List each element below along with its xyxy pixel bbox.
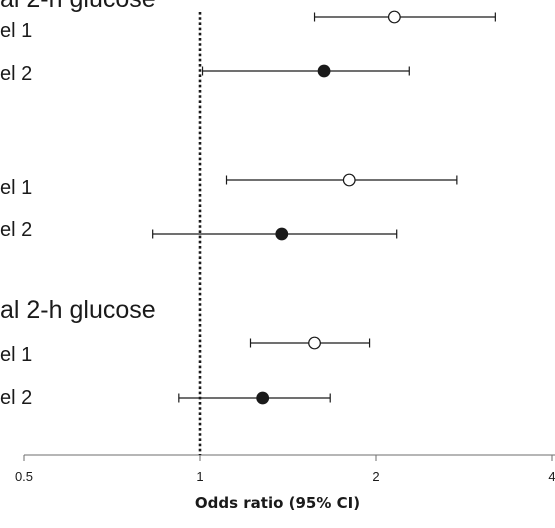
group-1-row-2-estimate-point	[317, 64, 331, 78]
group-2-row-2-estimate-point	[275, 227, 289, 241]
group-3-model-1-label: el 1	[0, 344, 32, 366]
group-1-model-2-label: el 2	[0, 63, 32, 85]
x-tick-label-1: 1	[196, 469, 203, 484]
group-3-row-2-estimate-point	[256, 391, 270, 405]
group-1-model-1-label: el 1	[0, 20, 32, 42]
group-2-row-1-estimate-point	[342, 173, 356, 187]
x-tick-label-0.5: 0.5	[15, 469, 33, 484]
group-3-model-2-label: el 2	[0, 387, 32, 409]
group-3-title: al 2-h glucose	[0, 296, 156, 324]
group-3-row-1-estimate-point	[308, 336, 321, 350]
group-2-model-2-label: el 2	[0, 219, 32, 241]
group-2-model-1-label: el 1	[0, 177, 32, 199]
x-tick-label-2: 2	[372, 469, 379, 484]
group-1-title: al 2-h glucose	[0, 0, 156, 13]
x-tick-label-4: 4	[548, 469, 555, 484]
group-1-row-1-estimate-point	[387, 10, 401, 24]
x-axis-title: Odds ratio (95% CI)	[194, 494, 361, 512]
